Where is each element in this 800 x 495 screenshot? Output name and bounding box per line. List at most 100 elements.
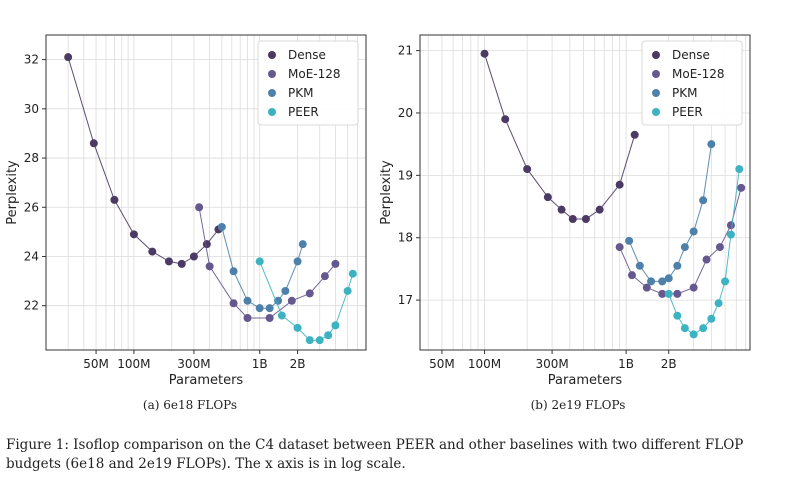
series-dense [64,53,223,268]
y-tick-label: 32 [24,53,39,67]
data-point [265,304,274,313]
data-point [305,336,314,345]
data-point [177,259,186,268]
data-point [287,296,296,305]
data-point [715,243,724,252]
legend-box [641,40,743,126]
y-tick-label: 18 [398,231,413,245]
data-point [664,289,673,298]
series-pkm [625,140,716,286]
data-point [281,286,290,295]
data-point [543,193,552,202]
data-point [702,255,711,264]
x-tick-label: 50M [429,357,455,371]
legend-marker [268,108,276,116]
data-point [205,262,214,271]
data-point [642,283,651,292]
data-point [707,140,716,149]
data-point [699,324,708,333]
data-point [243,296,252,305]
data-point [148,247,157,256]
data-point [627,271,636,280]
data-point [726,230,735,239]
series-line [619,187,742,295]
y-tick-label: 22 [24,299,39,313]
series-line [628,144,712,282]
data-point [298,240,307,249]
legend-marker [652,51,660,59]
data-point [331,321,340,330]
legend-marker [268,51,276,59]
figure-caption: Figure 1: Isoflop comparison on the C4 d… [6,437,744,472]
series-moe-128 [615,183,746,298]
data-point [630,130,639,139]
series-line [259,261,354,341]
data-point [699,196,708,205]
data-point [89,139,98,148]
x-axis-label: Parameters [169,373,244,388]
data-point [737,183,746,192]
data-point [305,289,314,298]
legend-box [257,40,359,126]
data-point [664,274,673,283]
x-tick-label: 1B [252,357,268,371]
data-point [689,227,698,236]
data-point [501,115,510,124]
legend-entry: PKM [288,86,313,100]
series-peer [664,165,744,339]
y-tick-label: 20 [398,106,413,120]
y-tick-label: 28 [24,151,39,165]
y-tick-label: 26 [24,200,39,214]
data-point [265,314,274,323]
x-tick-label: 300M [535,357,568,371]
y-tick-label: 24 [24,249,39,263]
data-point [714,299,723,308]
y-tick-label: 21 [398,44,413,58]
legend-marker [652,89,660,97]
data-point [625,236,634,245]
data-point [217,222,226,231]
data-point [129,230,138,239]
data-point [581,215,590,224]
chart-b: 17 18 19 20 21 50M 100M 300M 1B 2B Parameters Perpl… [379,34,751,388]
y-axis-label: Perplexity [5,160,20,225]
legend-marker [652,108,660,116]
data-point [680,243,689,252]
series-moe-128 [195,203,340,323]
legend-marker [268,70,276,78]
x-tick-label: 2B [290,357,306,371]
data-point [229,299,238,308]
data-point [293,323,302,332]
data-point [615,180,624,189]
data-point [735,165,744,174]
data-point [673,289,682,298]
x-tick-label: 50M [83,357,109,371]
data-point [348,269,357,278]
data-point [658,289,667,298]
subcaption-b: (b) 2e19 FLOPs [530,398,626,412]
x-axis-label: Parameters [548,373,623,388]
legend-entry: MoE-128 [672,67,725,81]
data-point [689,330,698,339]
y-tick-label: 19 [398,168,413,182]
data-point [64,53,73,62]
series-line [668,169,740,336]
y-tick-label: 17 [398,293,413,307]
data-point [320,272,329,281]
data-point [680,324,689,333]
data-point [707,314,716,323]
chart-a: 22 24 26 28 30 32 50M 100M 300M 1B 2B Parameters Per… [5,34,367,388]
data-point [293,257,302,266]
data-point [110,195,119,204]
legend-entry: PKM [672,86,697,100]
x-tick-label: 1B [618,357,634,371]
data-point [255,304,264,313]
legend-marker [652,70,660,78]
data-point [595,205,604,214]
legend-entry: PEER [288,105,319,119]
data-point [243,314,252,323]
data-point [658,277,667,286]
data-point [635,261,644,270]
data-point [195,203,204,212]
